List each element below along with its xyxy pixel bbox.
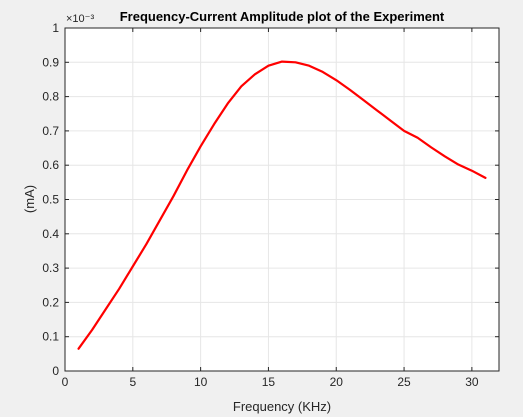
y-tick-label: 0.8 [42, 90, 59, 104]
y-axis-label: (mA) [22, 185, 37, 213]
x-tick-label: 10 [194, 375, 208, 389]
x-tick-label: 5 [129, 375, 136, 389]
y-tick-label: 0 [52, 364, 59, 378]
x-tick-label: 30 [465, 375, 479, 389]
x-tick-label: 15 [262, 375, 276, 389]
x-tick-label: 20 [330, 375, 344, 389]
y-tick-label: 1 [52, 21, 59, 35]
y-tick-label: 0.6 [42, 158, 59, 172]
y-tick-label: 0.4 [42, 227, 59, 241]
y-tick-label: 0.5 [42, 193, 59, 207]
y-tick-label: 0.9 [42, 55, 59, 69]
y-exponent: ×10⁻³ [66, 13, 94, 25]
x-tick-label: 0 [62, 375, 69, 389]
ticks: 0 5 10 15 20 25 30 0 0.1 0.2 0.3 0.4 0.5 0.6 0.7 0.8 0.9… [42, 21, 499, 389]
x-axis-label: Frequency (KHz) [233, 399, 331, 414]
chart-title: Frequency-Current Amplitude plot of the … [120, 9, 445, 24]
x-tick-label: 25 [397, 375, 411, 389]
y-tick-label: 0.2 [42, 295, 59, 309]
y-tick-label: 0.7 [42, 124, 59, 138]
labels: Frequency-Current Amplitude plot of the … [22, 9, 445, 414]
y-tick-label: 0.1 [42, 330, 59, 344]
y-tick-label: 0.3 [42, 261, 59, 275]
series-line [77, 60, 487, 350]
series [77, 60, 487, 350]
